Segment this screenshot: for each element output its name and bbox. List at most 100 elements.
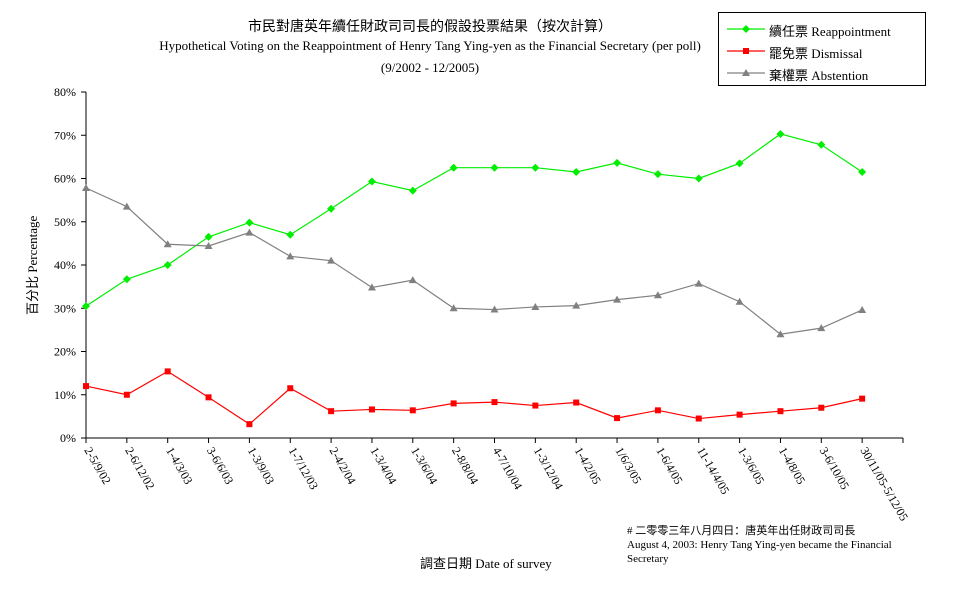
data-point-abstention — [245, 228, 254, 236]
x-axis-label: 調查日期 Date of survey — [420, 556, 552, 571]
y-tick-label: 80% — [54, 85, 76, 99]
x-tick-label: 1-4/3/03 — [163, 445, 195, 487]
data-point-abstention — [408, 276, 417, 284]
x-tick-label: 1-3/4/04 — [367, 445, 399, 487]
data-point-dismissal — [83, 383, 89, 390]
footnote: # 二零零三年八月四日：唐英年出任財政司司長 August 4, 2003: H… — [627, 524, 927, 566]
data-point-reappointment — [163, 261, 172, 269]
data-point-dismissal — [287, 385, 294, 392]
data-point-dismissal — [654, 407, 661, 414]
data-point-reappointment — [817, 140, 826, 149]
data-point-abstention — [531, 302, 540, 310]
y-tick-label: 60% — [54, 172, 76, 186]
legend-label-dismissal: 罷免票 Dismissal — [769, 46, 863, 61]
data-point-dismissal — [328, 408, 335, 415]
x-tick-label: 11-14/4/05 — [694, 445, 732, 497]
chart-title-zh: 市民對唐英年續任財政司司長的假設投票結果（按次計算） — [248, 20, 612, 35]
legend-item-dismissal: 罷免票 Dismissal — [719, 41, 925, 61]
data-point-abstention — [490, 305, 499, 313]
data-point-dismissal — [573, 399, 580, 406]
footnote-en: August 4, 2003: Henry Tang Ying-yen beca… — [627, 539, 892, 565]
x-tick-label: 30/11/05-5/12/05 — [858, 445, 912, 524]
y-axis-label: 百分比 Percentage — [25, 215, 40, 315]
data-point-dismissal — [246, 421, 253, 428]
data-point-abstention — [449, 304, 458, 312]
data-point-dismissal — [123, 391, 130, 398]
data-point-abstention — [163, 240, 172, 248]
data-point-dismissal — [859, 395, 866, 402]
y-tick-label: 0% — [60, 431, 76, 445]
data-point-dismissal — [736, 411, 743, 418]
data-point-reappointment — [367, 177, 376, 186]
x-tick-label: 1-3/6/04 — [408, 445, 440, 487]
y-tick-label: 20% — [54, 345, 76, 359]
legend-item-reappointment: 續任票 Reappointment — [719, 19, 925, 39]
data-point-reappointment — [327, 204, 336, 213]
x-tick-label: 1-3/6/05 — [735, 445, 767, 487]
y-tick-label: 40% — [54, 258, 76, 272]
data-point-abstention — [286, 252, 295, 260]
data-point-dismissal — [164, 368, 171, 375]
data-point-reappointment — [613, 158, 622, 167]
data-point-abstention — [82, 184, 90, 192]
x-tick-label: 2-8/8/04 — [449, 445, 481, 487]
data-point-reappointment — [82, 302, 90, 311]
data-point-reappointment — [735, 159, 744, 168]
data-point-dismissal — [368, 406, 375, 413]
data-point-abstention — [776, 330, 785, 338]
data-point-reappointment — [286, 230, 295, 239]
x-tick-label: 1-3/12/04 — [531, 445, 566, 492]
legend-item-abstention: 棄權票 Abstention — [719, 63, 925, 83]
series-line-2 — [85, 187, 863, 335]
data-point-reappointment — [653, 170, 662, 179]
x-tick-label: 1-4/8/05 — [776, 445, 808, 487]
y-tick-label: 50% — [54, 215, 76, 229]
x-tick-label: 3-6/10/05 — [817, 445, 852, 492]
x-tick-label: 1-4/2/05 — [572, 445, 604, 487]
chart-period: (9/2002 - 12/2005) — [380, 60, 480, 75]
x-tick-label: 2-6/12/02 — [122, 445, 157, 492]
legend-label-abstention: 棄權票 Abstention — [769, 68, 869, 83]
data-point-reappointment — [245, 218, 254, 227]
legend-marker-diamond — [727, 25, 765, 33]
data-point-abstention — [735, 297, 744, 305]
data-point-dismissal — [491, 399, 498, 406]
x-tick-label: 1-7/12/03 — [286, 445, 321, 492]
legend-label-reappointment: 續任票 Reappointment — [769, 24, 891, 39]
data-point-dismissal — [532, 402, 539, 409]
data-point-reappointment — [776, 129, 785, 138]
x-tick-label: 1/6/3/05 — [612, 445, 644, 487]
data-point-dismissal — [205, 394, 212, 401]
data-point-abstention — [613, 295, 622, 303]
y-tick-label: 30% — [54, 301, 76, 315]
data-point-abstention — [327, 256, 336, 264]
data-point-reappointment — [694, 174, 703, 183]
legend: 續任票 Reappointment 罷免票 Dismissal 棄權票 Abst… — [718, 12, 926, 86]
x-tick-label: 1-6/4/05 — [653, 445, 685, 487]
data-point-reappointment — [858, 168, 867, 177]
x-tick-label: 1-3/9/03 — [245, 445, 277, 487]
chart-title-en: Hypothetical Voting on the Reappointment… — [159, 38, 701, 53]
data-point-abstention — [653, 291, 662, 299]
data-point-reappointment — [449, 163, 458, 172]
data-point-reappointment — [531, 163, 540, 172]
data-point-dismissal — [777, 408, 784, 415]
x-tick-label: 4-7/10/04 — [490, 445, 525, 492]
data-point-dismissal — [409, 407, 416, 414]
data-point-dismissal — [695, 415, 702, 422]
data-point-reappointment — [204, 232, 213, 241]
data-point-dismissal — [450, 400, 457, 407]
data-point-reappointment — [572, 168, 581, 177]
series-line-1 — [85, 370, 863, 425]
data-point-reappointment — [122, 275, 131, 284]
data-point-abstention — [694, 279, 703, 287]
series-line-0 — [85, 133, 863, 307]
legend-marker-square — [727, 48, 765, 54]
y-tick-label: 10% — [54, 388, 76, 402]
x-tick-label: 2-4/2/04 — [327, 445, 359, 487]
data-point-dismissal — [614, 415, 621, 422]
data-point-dismissal — [818, 404, 825, 411]
data-point-abstention — [367, 283, 376, 291]
data-point-abstention — [122, 202, 131, 210]
